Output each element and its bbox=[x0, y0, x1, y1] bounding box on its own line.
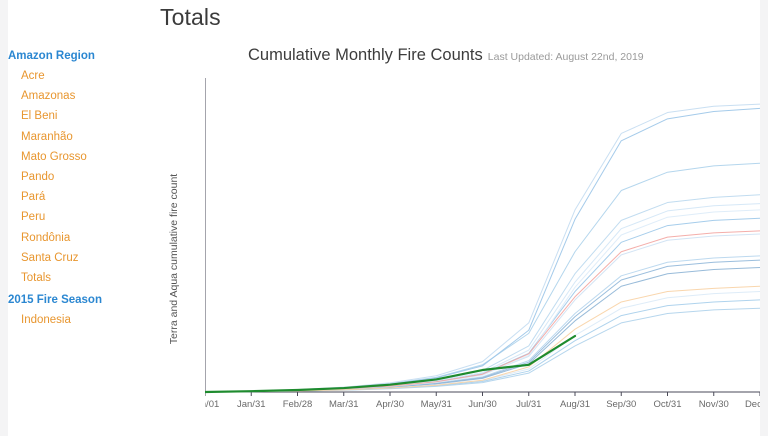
series-line-2019 bbox=[205, 334, 577, 394]
x-axis-tick-label: Sep/30 bbox=[606, 399, 636, 410]
x-axis-tick-label: Dec/31 bbox=[745, 399, 764, 410]
chart-container: Cumulative Monthly Fire Counts Last Updat… bbox=[158, 44, 764, 434]
chart-title-text: Cumulative Monthly Fire Counts bbox=[248, 46, 483, 64]
sidebar-item-indonesia[interactable]: Indonesia bbox=[21, 314, 71, 327]
sidebar-item-mato-grosso[interactable]: Mato Grosso bbox=[21, 150, 87, 163]
chart-title: Cumulative Monthly Fire Counts Last Updat… bbox=[248, 46, 644, 65]
sidebar-item-maranh-o[interactable]: Maranhão bbox=[21, 130, 73, 143]
page-title: Totals bbox=[160, 4, 221, 30]
y-axis-label: Terra and Aqua cumulative fire count bbox=[168, 173, 180, 345]
x-axis-tick-label: Jun/30 bbox=[468, 399, 497, 410]
x-axis-tick-label: Jan/31 bbox=[237, 399, 266, 410]
x-axis-tick-label: Feb/28 bbox=[283, 399, 313, 410]
series-line-2006 bbox=[205, 255, 761, 393]
sidebar-group: Amazon Region Acre Amazonas El Beni Maranhão… bbox=[8, 46, 158, 288]
sidebar-item-rond-nia[interactable]: Rondônia bbox=[21, 231, 71, 244]
x-axis-tick-label: May/31 bbox=[421, 399, 452, 410]
sidebar-item-acre[interactable]: Acre bbox=[21, 70, 45, 82]
series-line-2016 bbox=[205, 203, 761, 393]
series-line-2010 bbox=[205, 103, 761, 393]
sidebar-item-santa-cruz[interactable]: Santa Cruz bbox=[21, 251, 79, 264]
x-axis-tick-label: Jul/31 bbox=[516, 399, 541, 410]
sidebar-item-totals[interactable]: Totals bbox=[21, 272, 52, 285]
x-axis-tick-label: Nov/30 bbox=[699, 399, 729, 410]
series-line-2007 bbox=[205, 107, 761, 393]
sidebar-item-el-beni[interactable]: El Beni bbox=[21, 110, 58, 123]
series-line-2017 bbox=[205, 230, 761, 393]
plot-area: Terra and Aqua cumulative fire count 050… bbox=[168, 74, 764, 414]
x-axis-tick-label: Jan/01 bbox=[205, 399, 219, 410]
series-line-2005 bbox=[205, 162, 761, 393]
sidebar-item-peru[interactable]: Peru bbox=[21, 211, 46, 224]
sidebar-item-amazonas[interactable]: Amazonas bbox=[21, 90, 76, 103]
sidebar-item-par[interactable]: Pará bbox=[21, 191, 46, 204]
x-axis-tick-label: Mar/31 bbox=[329, 399, 359, 410]
series-line-2018 bbox=[205, 285, 761, 393]
x-axis-tick-label: Aug/31 bbox=[560, 399, 590, 410]
sidebar-heading-amazon-region[interactable]: Amazon Region bbox=[8, 50, 95, 62]
series-line-2013 bbox=[205, 307, 761, 393]
x-axis-tick-label: Apr/30 bbox=[376, 399, 404, 410]
line-chart-svg: 0500001000001500002000002500003000003500… bbox=[205, 78, 764, 410]
chart-last-updated: Last Updated: August 22nd, 2019 bbox=[487, 51, 644, 63]
sidebar: Amazon Region Acre Amazonas El Beni Maranhão… bbox=[8, 46, 158, 332]
x-axis-tick-label: Oct/31 bbox=[654, 399, 682, 410]
sidebar-heading-2015-fire-season[interactable]: 2015 Fire Season bbox=[8, 294, 102, 307]
sidebar-item-pando[interactable]: Pando bbox=[21, 171, 55, 184]
sidebar-group: 2015 Fire Season Indonesia bbox=[8, 290, 158, 330]
